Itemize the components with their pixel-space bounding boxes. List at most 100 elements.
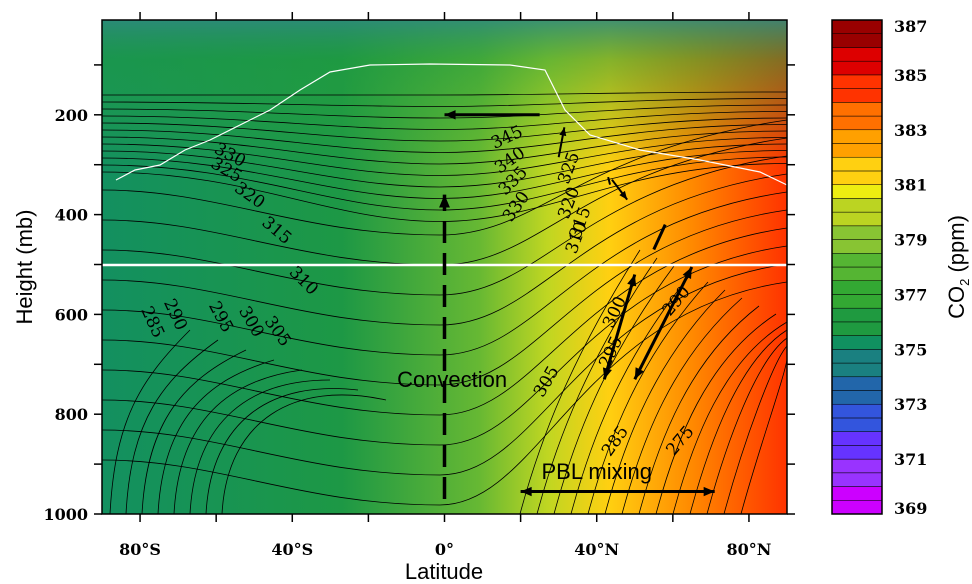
colorbar-label-main: CO <box>944 286 969 319</box>
colorbar-band <box>831 143 883 158</box>
contour-line <box>102 111 787 130</box>
contour-line <box>553 265 675 514</box>
y-axis: 200 400 600 800 1000 <box>43 64 795 524</box>
contour-line <box>536 257 658 514</box>
colorbar-band <box>831 33 883 48</box>
colorbar-tick-label: 371 <box>894 450 927 469</box>
y-tick-label: 600 <box>55 305 88 324</box>
contour-line <box>189 379 331 514</box>
potential-temperature-contours <box>102 91 787 514</box>
contour-line <box>221 394 387 514</box>
y-axis-label: Height (mb) <box>12 210 37 325</box>
x-axis-label: Latitude <box>405 559 483 584</box>
colorbar-band <box>831 403 883 419</box>
tropopause-line <box>115 63 787 186</box>
colorbar-tick-label: 373 <box>894 395 927 414</box>
contour-line <box>102 119 787 236</box>
contour-line <box>570 273 692 514</box>
colorbar-band <box>831 376 883 391</box>
colorbar-band <box>831 362 883 378</box>
colorbar-tick-label: 385 <box>894 66 927 85</box>
poleward-upper-arrow-head <box>444 110 456 120</box>
contour-line <box>102 263 787 476</box>
colorbar-band <box>831 321 883 336</box>
colorbar-tick-label: 379 <box>894 231 927 250</box>
contour-line <box>102 130 787 165</box>
contour-line <box>102 191 787 356</box>
pbl-mixing-arrow-head <box>520 486 532 497</box>
isentropic-mixing-arrow <box>633 266 694 380</box>
colorbar-label-unit: (ppm) <box>944 215 969 279</box>
x-tick-label: 40°S <box>271 540 313 559</box>
isentropic-mixing-arrow-head <box>682 267 692 279</box>
annotation-label: Convection <box>397 367 507 392</box>
colorbar-band <box>831 60 883 76</box>
contour-line <box>205 388 359 514</box>
x-tick-label: 40°N <box>574 540 619 559</box>
contour-line <box>621 297 743 514</box>
contour-line <box>706 337 787 514</box>
colorbar-band <box>831 156 883 172</box>
isentropic-arrow-head <box>619 190 628 200</box>
x-axis: 80°S 40°S 0° 40°N 80°N <box>119 12 771 559</box>
contour-line <box>102 163 787 222</box>
colorbar-band <box>831 198 883 213</box>
colorbar-tick-label: 369 <box>894 499 927 518</box>
colorbar-band <box>831 390 883 405</box>
x-tick-label: 0° <box>435 540 454 559</box>
annotation-label: PBL mixing <box>541 459 651 484</box>
colorbar-band <box>831 88 883 103</box>
colorbar-tick-label: 375 <box>894 340 927 359</box>
colorbar-tick-label: 377 <box>894 285 927 304</box>
isentropic-dash <box>607 176 612 185</box>
contour-line <box>604 289 726 514</box>
colorbar-band <box>831 280 883 295</box>
contour-line <box>102 209 787 386</box>
colorbar-band <box>831 335 883 350</box>
contour-line <box>109 329 191 514</box>
colorbar-band <box>831 47 883 62</box>
isentropic-arrow-head <box>559 127 567 137</box>
colorbar-band <box>831 486 883 501</box>
isentropic-mixing-arrow-head <box>634 367 644 380</box>
pbl-mixing-arrow-head <box>703 486 715 497</box>
contour-line <box>102 173 787 326</box>
contour-line <box>102 104 787 119</box>
colorbar-band <box>831 225 883 240</box>
colorbar-tick-label: 387 <box>894 17 927 36</box>
colorbar-band <box>831 294 883 309</box>
contour-line <box>102 91 787 96</box>
colorbar-band <box>831 211 883 227</box>
colorbar-tick-label: 381 <box>894 176 927 195</box>
contour-line <box>125 339 219 514</box>
isentropic-mixing-arrow <box>652 223 667 251</box>
isentropic-mixing-arrow-head <box>627 274 637 287</box>
colorbar-band <box>831 431 883 446</box>
contour-line <box>141 349 247 514</box>
colorbar-band <box>831 115 883 131</box>
y-tick-label: 200 <box>55 106 88 125</box>
colorbar-band <box>831 239 883 254</box>
y-tick-label: 800 <box>55 405 88 424</box>
contour-line <box>655 313 777 514</box>
contour-line <box>173 369 303 514</box>
contour-line <box>102 124 787 153</box>
colorbar-band <box>831 74 883 89</box>
contour-line <box>102 143 787 188</box>
colorbar-band <box>831 445 883 460</box>
colorbar-band <box>831 19 883 34</box>
convection-arrow-head <box>439 194 450 208</box>
contour-line <box>519 249 641 514</box>
colorbar: 387 385 383 381 379 377 375 373 371 369 <box>831 17 927 518</box>
colorbar-label: CO2 (ppm) <box>944 215 972 319</box>
contour-line <box>157 359 275 514</box>
y-tick-label: 400 <box>55 206 88 225</box>
colorbar-band <box>831 307 883 323</box>
contour-line <box>102 150 787 199</box>
contour-line <box>102 156 787 211</box>
x-tick-label: 80°S <box>119 540 161 559</box>
contour-line <box>587 281 709 514</box>
colorbar-label-subscript: 2 <box>957 279 972 286</box>
contour-line <box>102 155 787 296</box>
